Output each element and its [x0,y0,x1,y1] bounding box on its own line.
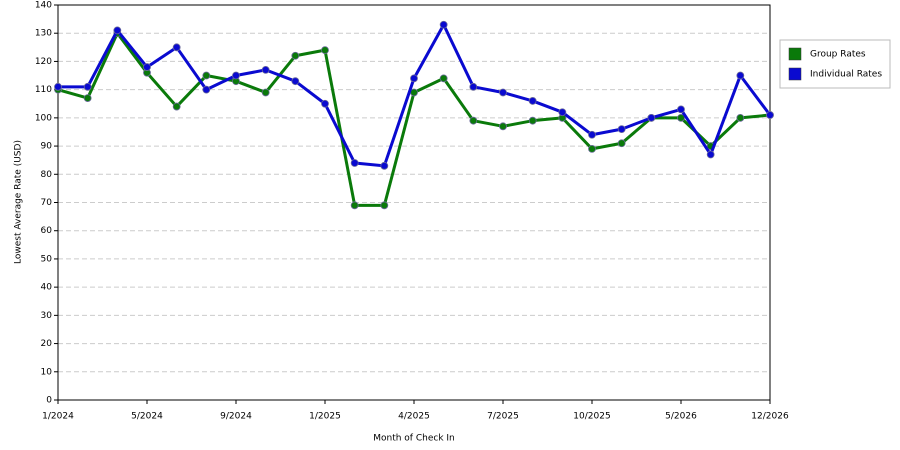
y-tick-label: 130 [35,29,52,39]
point [588,144,596,153]
legend-swatch [788,67,802,81]
x-tick-label: 4/2025 [398,412,430,422]
point [232,71,240,80]
point [380,201,389,210]
point [736,113,745,122]
point [736,71,745,80]
point [172,43,181,52]
x-tick-label: 10/2025 [573,412,610,422]
point [499,88,507,97]
y-tick-label: 0 [46,396,52,406]
point [469,116,478,125]
point [291,51,300,60]
point [647,113,656,122]
y-tick-label: 110 [35,85,52,95]
point [172,102,181,111]
point [439,74,448,83]
plot-border [57,4,771,401]
point [439,20,448,29]
y-tick-label: 10 [41,367,53,377]
point [202,85,211,94]
point [261,65,270,74]
x-tick-label: 5/2024 [131,412,163,422]
point [83,82,92,91]
y-tick-label: 100 [35,113,52,123]
point [143,63,151,71]
x-tick-label: 1/2024 [42,412,74,422]
point [380,161,389,170]
y-tick-label: 80 [41,170,53,180]
legend-label: Group Rates [810,50,866,60]
point [558,108,567,117]
y-tick-label: 40 [41,283,53,293]
y-axis-label: Lowest Average Rate (USD) [14,140,24,264]
point [350,201,359,210]
legend-swatch [788,47,802,61]
point [261,88,270,97]
point [617,139,626,148]
point [410,74,418,83]
x-tick-label: 1/2025 [309,412,341,422]
point [677,105,685,114]
point [83,94,92,103]
point [499,122,507,131]
y-tick-label: 120 [35,57,52,67]
point [291,77,300,86]
y-tick-label: 70 [41,198,53,208]
x-axis-label: Month of Check In [373,434,455,444]
point [528,116,537,125]
y-tick-label: 90 [41,142,53,152]
x-tick-label: 7/2025 [487,412,519,422]
y-tick-label: 50 [41,254,53,264]
point [202,71,211,80]
y-tick-label: 140 [35,1,52,11]
y-tick-label: 30 [41,311,53,321]
y-tick-label: 20 [41,339,53,349]
y-tick-label: 60 [41,226,53,236]
point [113,26,122,35]
point [321,46,329,55]
point [588,130,596,139]
point [54,82,62,91]
legend-label: Individual Rates [810,70,882,80]
point [766,111,774,119]
point [617,125,626,134]
x-tick-label: 12/2026 [751,412,789,422]
point [677,113,685,122]
point [350,159,359,167]
point [528,97,537,105]
point [469,82,478,91]
x-tick-label: 9/2024 [220,412,252,422]
legend-box [779,39,891,89]
x-tick-label: 5/2026 [665,412,697,422]
point [321,99,329,108]
point [706,150,715,159]
